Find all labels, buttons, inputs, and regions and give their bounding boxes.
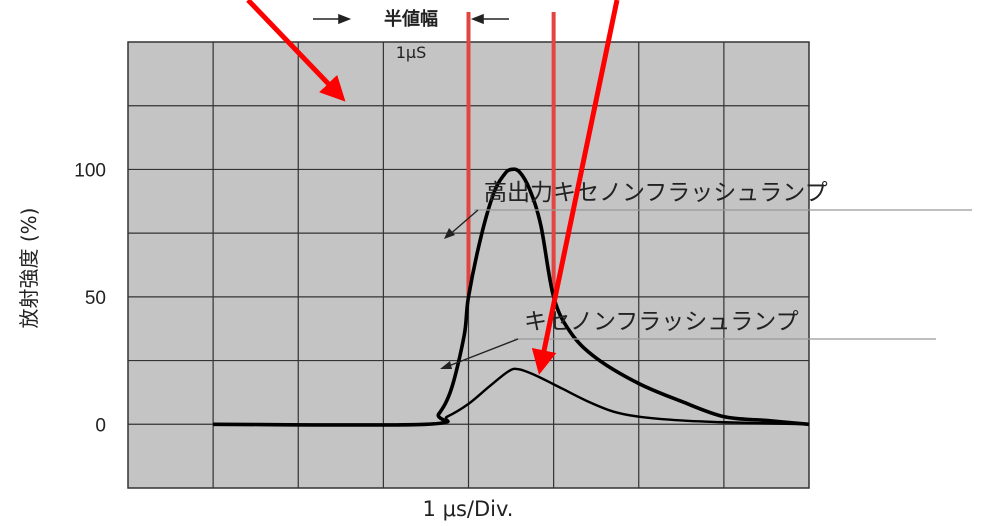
- red-arrow-right: [531, 0, 620, 375]
- fwhm-value-label: 1μS: [396, 43, 427, 62]
- series-lines: [213, 167, 810, 427]
- legend-standard-leader: [445, 338, 519, 368]
- legend-standard: キセノンフラッシュランプ: [524, 309, 799, 335]
- red-arrow-left: [246, 0, 346, 102]
- fwhm-markers: [466, 12, 556, 297]
- y-tick-label: 0: [95, 415, 106, 436]
- y-tick-labels: 100 50 0: [74, 160, 106, 436]
- fwhm-label: 半値幅: [384, 8, 438, 30]
- fwhm-bracket-arrows: [313, 13, 509, 25]
- y-tick-label: 100: [74, 160, 106, 181]
- y-axis-label: 放射強度 (%): [17, 208, 41, 329]
- legend-high-power-leader: [447, 209, 479, 237]
- legend-high-power: 高出力キセノンフラッシュランプ: [484, 180, 828, 206]
- y-tick-label: 50: [85, 288, 106, 309]
- x-axis-label: 1 μs/Div.: [423, 497, 514, 521]
- legend-high-power-arrowhead: [444, 228, 455, 239]
- series-line-1: [213, 167, 810, 427]
- legend-standard-arrowhead: [440, 361, 452, 369]
- series-line-2: [213, 367, 810, 427]
